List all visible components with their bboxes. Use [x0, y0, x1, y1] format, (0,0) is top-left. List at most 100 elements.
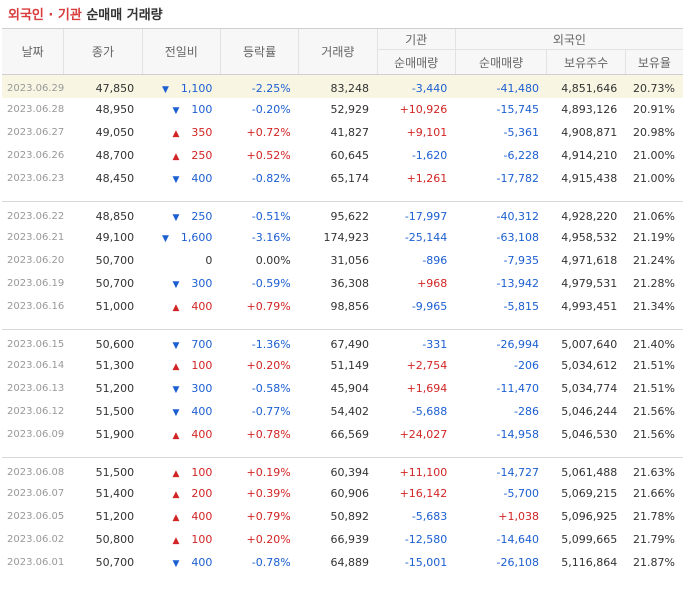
- cell-change: ▲ 100: [142, 528, 220, 551]
- cell-change: ▼ 100: [142, 98, 220, 121]
- cell-foreign-ratio: 21.66%: [633, 486, 675, 500]
- table-row: 2023.06.26 48,700 ▲ 250 +0.52% 60,645 -1,620 -6…: [2, 144, 683, 167]
- cell-volume: 60,906: [330, 486, 370, 500]
- cell-rate: +0.79%: [246, 509, 291, 523]
- table-header: 날짜 종가 전일비 등락률 거래량 기관 외국인 순매매량 순매매량 보유주수 …: [2, 28, 683, 75]
- table-row: 2023.06.28 48,950 ▼ 100 -0.20% 52,929 +10,926 -…: [2, 98, 683, 121]
- cell-volume: 95,622: [330, 209, 370, 223]
- cell-date: 2023.06.16: [7, 300, 65, 312]
- cell-rate: +0.79%: [246, 299, 291, 313]
- cell-change: ▼ 1,600: [142, 226, 220, 249]
- cell-foreign-ratio: 20.98%: [633, 125, 675, 139]
- cell-foreign-ratio: 21.28%: [633, 276, 675, 290]
- cell-foreign-net: -13,942: [496, 276, 539, 290]
- cell-volume: 83,248: [298, 74, 377, 98]
- cell-change: 0: [142, 249, 220, 272]
- cell-volume: 67,490: [330, 337, 370, 351]
- cell-institution-net: -5,688: [411, 404, 448, 418]
- cell-institution-net: -1,620: [411, 148, 448, 162]
- triangle-down-icon: ▼: [172, 407, 180, 418]
- cell-rate: -0.77%: [251, 404, 291, 418]
- cell-foreign-shares: 4,928,220: [561, 209, 618, 223]
- cell-date: 2023.06.15: [7, 338, 65, 350]
- triangle-down-icon: ▼: [172, 279, 180, 290]
- header-change: 전일비: [141, 28, 221, 75]
- change-value: 350: [191, 125, 213, 139]
- header-institution-group: 기관: [376, 28, 456, 50]
- cell-date: 2023.06.28: [7, 103, 65, 115]
- header-volume: 거래량: [298, 28, 377, 75]
- cell-foreign-net: -11,470: [496, 381, 539, 395]
- cell-change: ▼ 300: [142, 377, 220, 400]
- cell-change: ▲ 400: [142, 423, 220, 446]
- table-row: 2023.06.01 50,700 ▼ 400 -0.78% 64,889 -15,001 -…: [2, 551, 683, 574]
- cell-foreign-net: -41,480: [455, 74, 547, 98]
- table-row: 2023.06.07 51,400 ▲ 200 +0.39% 60,906 +16,142 -…: [2, 482, 683, 505]
- cell-close: 51,200: [95, 509, 135, 523]
- change-value: 0: [205, 253, 213, 267]
- change-value: 300: [191, 276, 213, 290]
- cell-institution-net: -3,440: [377, 74, 456, 98]
- cell-change: ▼ 400: [142, 551, 220, 574]
- cell-foreign-ratio: 21.24%: [633, 253, 675, 267]
- cell-foreign-ratio: 21.40%: [633, 337, 675, 351]
- cell-close: 48,950: [95, 102, 135, 116]
- cell-foreign-ratio: 20.91%: [633, 102, 675, 116]
- cell-foreign-shares: 5,007,640: [561, 337, 618, 351]
- triangle-up-icon: ▲: [172, 512, 180, 523]
- change-value: 400: [191, 509, 213, 523]
- cell-institution-net: -25,144: [404, 230, 448, 244]
- cell-foreign-shares: 4,908,871: [561, 125, 618, 139]
- cell-foreign-net: -40,312: [496, 209, 539, 223]
- cell-date: 2023.06.07: [7, 487, 65, 499]
- table-row: 2023.06.12 51,500 ▼ 400 -0.77% 54,402 -5,688 -2…: [2, 400, 683, 423]
- cell-foreign-net: -14,727: [496, 465, 539, 479]
- cell-foreign-ratio: 20.73%: [625, 74, 683, 98]
- change-value: 300: [191, 381, 213, 395]
- cell-rate: -2.25%: [220, 74, 299, 98]
- cell-date: 2023.06.05: [7, 510, 65, 522]
- cell-rate: -0.51%: [251, 209, 291, 223]
- cell-foreign-net: -14,958: [496, 427, 539, 441]
- cell-volume: 60,645: [330, 148, 370, 162]
- header-foreign-ratio: 보유율: [624, 49, 683, 75]
- cell-rate: -0.58%: [251, 381, 291, 395]
- cell-close: 51,500: [95, 465, 135, 479]
- cell-close: 47,850: [63, 74, 143, 98]
- table-row: 2023.06.20 50,700 0 0.00% 31,056 -896 -7,935 4,…: [2, 249, 683, 272]
- cell-foreign-net: -5,700: [503, 486, 539, 500]
- cell-foreign-net: -6,228: [503, 148, 539, 162]
- cell-rate: -0.20%: [251, 102, 291, 116]
- cell-foreign-shares: 5,096,925: [561, 509, 618, 523]
- header-foreign-group: 외국인: [454, 28, 683, 50]
- cell-volume: 54,402: [330, 404, 370, 418]
- cell-date: 2023.06.23: [7, 172, 65, 184]
- cell-close: 51,400: [95, 486, 135, 500]
- triangle-up-icon: ▲: [172, 430, 180, 441]
- title-net-volume: 순매매 거래량: [86, 8, 163, 23]
- cell-close: 50,600: [95, 337, 135, 351]
- table-row: 2023.06.23 48,450 ▼ 400 -0.82% 65,174 +1,261 -1…: [2, 167, 683, 190]
- header-close: 종가: [63, 28, 143, 75]
- cell-close: 51,300: [95, 358, 135, 372]
- change-value: 100: [191, 102, 213, 116]
- cell-volume: 66,939: [330, 532, 370, 546]
- cell-institution-net: -9,965: [411, 299, 448, 313]
- cell-foreign-shares: 5,061,488: [561, 465, 618, 479]
- cell-foreign-shares: 5,046,244: [561, 404, 618, 418]
- cell-foreign-ratio: 21.87%: [633, 555, 675, 569]
- cell-foreign-shares: 4,958,532: [561, 230, 618, 244]
- cell-foreign-ratio: 21.06%: [633, 209, 675, 223]
- cell-close: 49,050: [95, 125, 135, 139]
- cell-foreign-ratio: 21.19%: [633, 230, 675, 244]
- cell-rate: +0.52%: [246, 148, 291, 162]
- cell-foreign-ratio: 21.56%: [633, 404, 675, 418]
- cell-foreign-ratio: 21.00%: [633, 171, 675, 185]
- cell-foreign-ratio: 21.00%: [633, 148, 675, 162]
- cell-foreign-ratio: 21.79%: [633, 532, 675, 546]
- change-value: 100: [191, 532, 213, 546]
- foreign-institution-table: 날짜 종가 전일비 등락률 거래량 기관 외국인 순매매량 순매매량 보유주수 …: [2, 28, 683, 574]
- cell-foreign-ratio: 21.51%: [633, 358, 675, 372]
- header-date: 날짜: [2, 28, 64, 75]
- change-value: 100: [191, 358, 213, 372]
